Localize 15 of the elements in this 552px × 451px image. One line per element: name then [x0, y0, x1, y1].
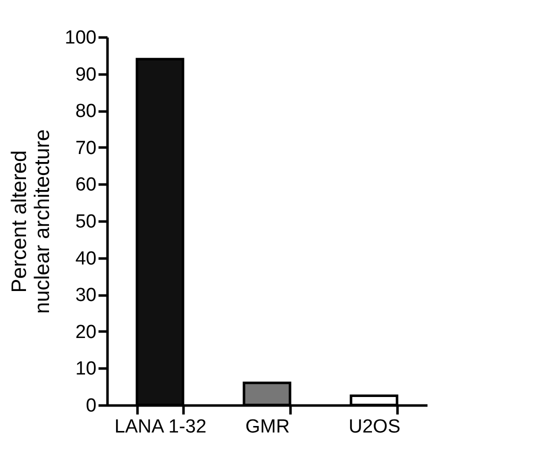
y-tick-label: 40 [75, 248, 96, 270]
y-tick-label: 70 [75, 138, 96, 159]
y-tick-label: 60 [75, 174, 96, 196]
x-tick-label: U2OS [348, 416, 400, 438]
y-tick-label: 10 [75, 358, 96, 380]
y-tick-label: 100 [64, 28, 96, 48]
y-tick-label: 20 [75, 322, 96, 343]
y-axis-title: Percent altered nuclear architecture [8, 129, 54, 314]
y-tick-label: 50 [75, 212, 96, 232]
y-tick-label: 90 [75, 64, 96, 86]
x-tick-label: LANA 1-32 [114, 416, 206, 438]
y-tick-label: 0 [86, 396, 96, 416]
x-tick-label: GMR [245, 416, 290, 438]
y-tick-label: 30 [75, 285, 96, 306]
y-tick-label: 80 [75, 101, 96, 122]
